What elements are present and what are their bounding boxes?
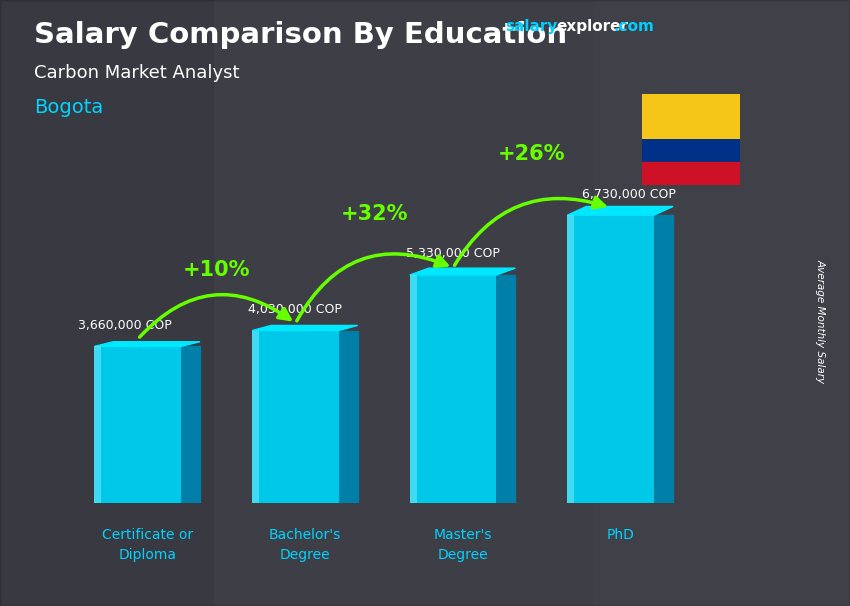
Polygon shape <box>496 275 515 503</box>
Bar <box>410 275 416 503</box>
Text: +26%: +26% <box>498 144 566 164</box>
Polygon shape <box>94 342 200 347</box>
Polygon shape <box>410 268 515 275</box>
Polygon shape <box>568 207 673 215</box>
Text: Salary Comparison By Education: Salary Comparison By Education <box>34 21 567 49</box>
Polygon shape <box>252 325 358 331</box>
Text: Carbon Market Analyst: Carbon Market Analyst <box>34 64 240 82</box>
Text: explorer: explorer <box>557 19 629 35</box>
Text: Certificate or
Diploma: Certificate or Diploma <box>102 528 193 562</box>
FancyBboxPatch shape <box>410 275 496 503</box>
Text: 5,330,000 COP: 5,330,000 COP <box>405 247 500 261</box>
Text: PhD: PhD <box>606 528 634 542</box>
FancyBboxPatch shape <box>568 215 654 503</box>
Text: 4,030,000 COP: 4,030,000 COP <box>248 303 342 316</box>
FancyBboxPatch shape <box>252 331 339 503</box>
Text: Average Monthly Salary: Average Monthly Salary <box>815 259 825 383</box>
Text: 3,660,000 COP: 3,660,000 COP <box>78 319 172 332</box>
Bar <box>595 0 850 606</box>
Polygon shape <box>181 347 200 503</box>
Bar <box>642 162 740 185</box>
Polygon shape <box>654 215 673 503</box>
Text: Bogota: Bogota <box>34 98 103 117</box>
Bar <box>0 0 212 606</box>
Text: 6,730,000 COP: 6,730,000 COP <box>582 187 677 201</box>
Bar <box>642 139 740 162</box>
Bar <box>568 215 575 503</box>
Text: +32%: +32% <box>341 204 408 224</box>
FancyBboxPatch shape <box>94 347 181 503</box>
Text: Bachelor's
Degree: Bachelor's Degree <box>269 528 341 562</box>
Polygon shape <box>339 331 358 503</box>
Bar <box>252 331 259 503</box>
Text: .com: .com <box>614 19 654 35</box>
Text: Master's
Degree: Master's Degree <box>434 528 492 562</box>
Text: salary: salary <box>506 19 558 35</box>
Bar <box>94 347 101 503</box>
Text: +10%: +10% <box>183 260 251 280</box>
